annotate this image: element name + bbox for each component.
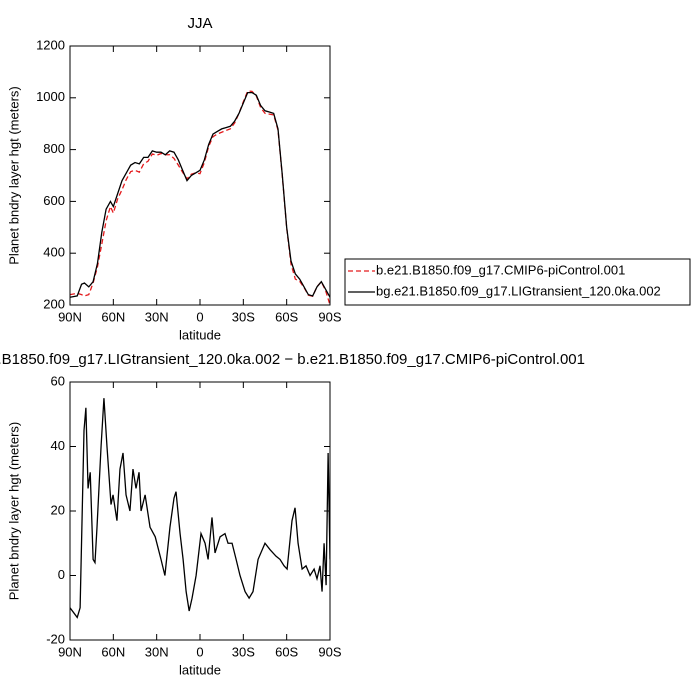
- x-tick-label: 90S: [318, 309, 341, 324]
- plot-frame: [69, 381, 331, 641]
- x-tick-label: 90S: [318, 644, 341, 659]
- data-line: [70, 90, 330, 305]
- x-tick-label: 90N: [58, 644, 82, 659]
- chart-title: bg.e21.B1850.f09_g17.LIGtransient_120.0k…: [0, 351, 585, 368]
- x-tick-label: 60S: [275, 644, 298, 659]
- x-tick-label: 30N: [145, 309, 169, 324]
- y-tick-label: 200: [43, 296, 65, 311]
- y-axis-label: Planet bndry layer hgt (meters): [6, 422, 21, 600]
- x-tick-label: 30S: [232, 309, 255, 324]
- y-tick-label: 0: [58, 567, 65, 582]
- y-tick-label: 60: [51, 373, 65, 388]
- legend-label: bg.e21.B1850.f09_g17.LIGtransient_120.0k…: [376, 283, 661, 298]
- y-tick-label: 1000: [36, 89, 65, 104]
- y-tick-label: -20: [46, 631, 65, 646]
- x-axis-label: latitude: [179, 662, 221, 677]
- y-tick-label: 40: [51, 438, 65, 453]
- x-tick-label: 30N: [145, 644, 169, 659]
- data-line: [70, 398, 330, 619]
- x-tick-label: 60S: [275, 309, 298, 324]
- legend-label: b.e21.B1850.f09_g17.CMIP6-piControl.001: [376, 262, 625, 277]
- legend-box: [344, 258, 691, 306]
- x-tick-label: 0: [196, 644, 203, 659]
- chart-title: JJA: [187, 15, 212, 32]
- x-tick-label: 0: [196, 309, 203, 324]
- y-axis-label: Planet bndry layer hgt (meters): [6, 86, 21, 264]
- x-tick-label: 60N: [101, 309, 125, 324]
- y-tick-label: 20: [51, 502, 65, 517]
- y-tick-label: 600: [43, 193, 65, 208]
- x-tick-label: 90N: [58, 309, 82, 324]
- y-tick-label: 800: [43, 141, 65, 156]
- x-tick-label: 60N: [101, 644, 125, 659]
- data-line: [70, 91, 330, 298]
- y-tick-label: 400: [43, 245, 65, 260]
- y-tick-label: 1200: [36, 37, 65, 52]
- plot-frame: [69, 45, 331, 306]
- x-tick-label: 30S: [232, 644, 255, 659]
- x-axis-label: latitude: [179, 327, 221, 342]
